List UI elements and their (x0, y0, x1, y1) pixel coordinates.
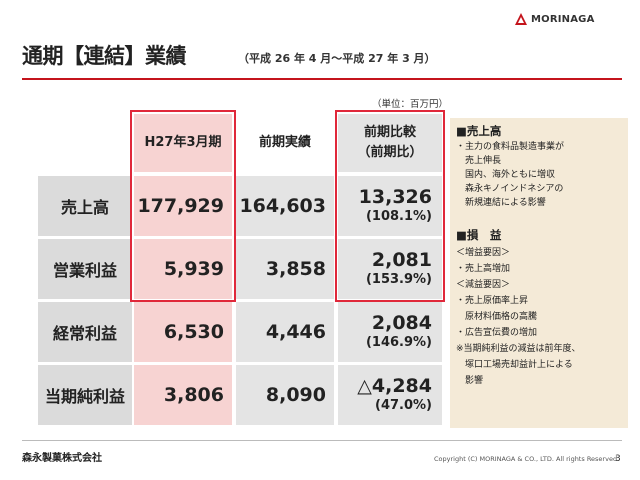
row-label-sales: 売上高 (38, 176, 132, 236)
profit-note-line: 塚口工場売却益計上による (456, 360, 573, 370)
header-rule (22, 78, 622, 80)
header-comparison-line1: 前期比較 (363, 125, 416, 140)
ordinary-income-diff: 2,084 (371, 312, 432, 334)
highlight-frame-comparison (335, 110, 445, 302)
profit-note-line: 原材料価格の高騰 (456, 312, 538, 322)
footer-rule (22, 440, 622, 441)
operating-income-diff: 2,081 (371, 249, 432, 271)
unit-note: （単位：百万円） (372, 99, 449, 110)
company-name: 森永製菓株式会社 (22, 453, 102, 464)
ordinary-income-pct: (146.9%) (365, 335, 432, 350)
profit-note-line: ・売上高増加 (456, 264, 511, 274)
ordinary-income-current: 6,530 (134, 302, 232, 362)
fiscal-period: （平成 26 年 4 月～平成 27 年 3 月） (238, 52, 436, 65)
sales-note-line: 国内、海外ともに増収 (456, 170, 556, 180)
sales-notes-heading: ■売上高 (456, 124, 502, 138)
net-income-pct: (47.0%) (375, 398, 432, 413)
header-previous-year: 前期実績 (258, 135, 311, 150)
sales-current: 177,929 (134, 176, 232, 236)
profit-note-line: ＜減益要因＞ (456, 280, 511, 290)
row-label-net-income: 当期純利益 (38, 365, 132, 425)
sales-note-line: ・主力の食料品製造事業が (456, 142, 565, 152)
company-logo: MORINAGA (514, 10, 634, 28)
operating-income-previous: 3,858 (236, 239, 334, 299)
profit-notes-heading: ■損 益 (456, 228, 502, 242)
profit-note-line: ※当期純利益の減益は前年度、 (456, 344, 581, 354)
row-label-operating-income: 営業利益 (38, 239, 132, 299)
profit-note-line: ・広告宣伝費の増加 (456, 328, 538, 338)
sales-diff: 13,326 (358, 186, 432, 208)
copyright: Copyright (C) MORINAGA & CO., LTD. All r… (434, 455, 620, 463)
operating-income-pct: (153.9%) (365, 272, 432, 287)
sales-pct: (108.1%) (365, 209, 432, 224)
page-number: 3 (615, 454, 621, 464)
header-comparison-line2: （前期比） (357, 145, 423, 160)
highlight-frame-current (130, 110, 236, 302)
net-income-current: 3,806 (134, 365, 232, 425)
ordinary-income-previous: 4,446 (236, 302, 334, 362)
sales-note-line: 新規連結による影響 (456, 198, 546, 208)
logo-text: MORINAGA (531, 13, 595, 25)
net-income-diff: △4,284 (357, 375, 432, 397)
ordinary-income-comparison: 2,084 (146.9%) (338, 302, 442, 362)
sales-comparison: 13,326 (108.1%) (338, 176, 442, 236)
profit-note-line: 影響 (456, 376, 484, 386)
sales-note-line: 森永キノインドネシアの (456, 184, 564, 194)
row-label-ordinary-income: 経常利益 (38, 302, 132, 362)
notes-panel (450, 118, 628, 428)
header-current-year: H27年3月期 (134, 114, 232, 172)
operating-income-comparison: 2,081 (153.9%) (338, 239, 442, 299)
net-income-comparison: △4,284 (47.0%) (338, 365, 442, 425)
page-title: 通期【連結】業績 (22, 44, 187, 68)
morinaga-angel-icon (515, 13, 527, 25)
operating-income-current: 5,939 (134, 239, 232, 299)
profit-note-line: ＜増益要因＞ (456, 248, 511, 258)
sales-note-line: 売上伸長 (456, 156, 502, 166)
header-comparison: 前期比較 （前期比） (338, 114, 442, 172)
sales-previous: 164,603 (236, 176, 334, 236)
net-income-previous: 8,090 (236, 365, 334, 425)
profit-note-line: ・売上原価率上昇 (456, 296, 529, 306)
